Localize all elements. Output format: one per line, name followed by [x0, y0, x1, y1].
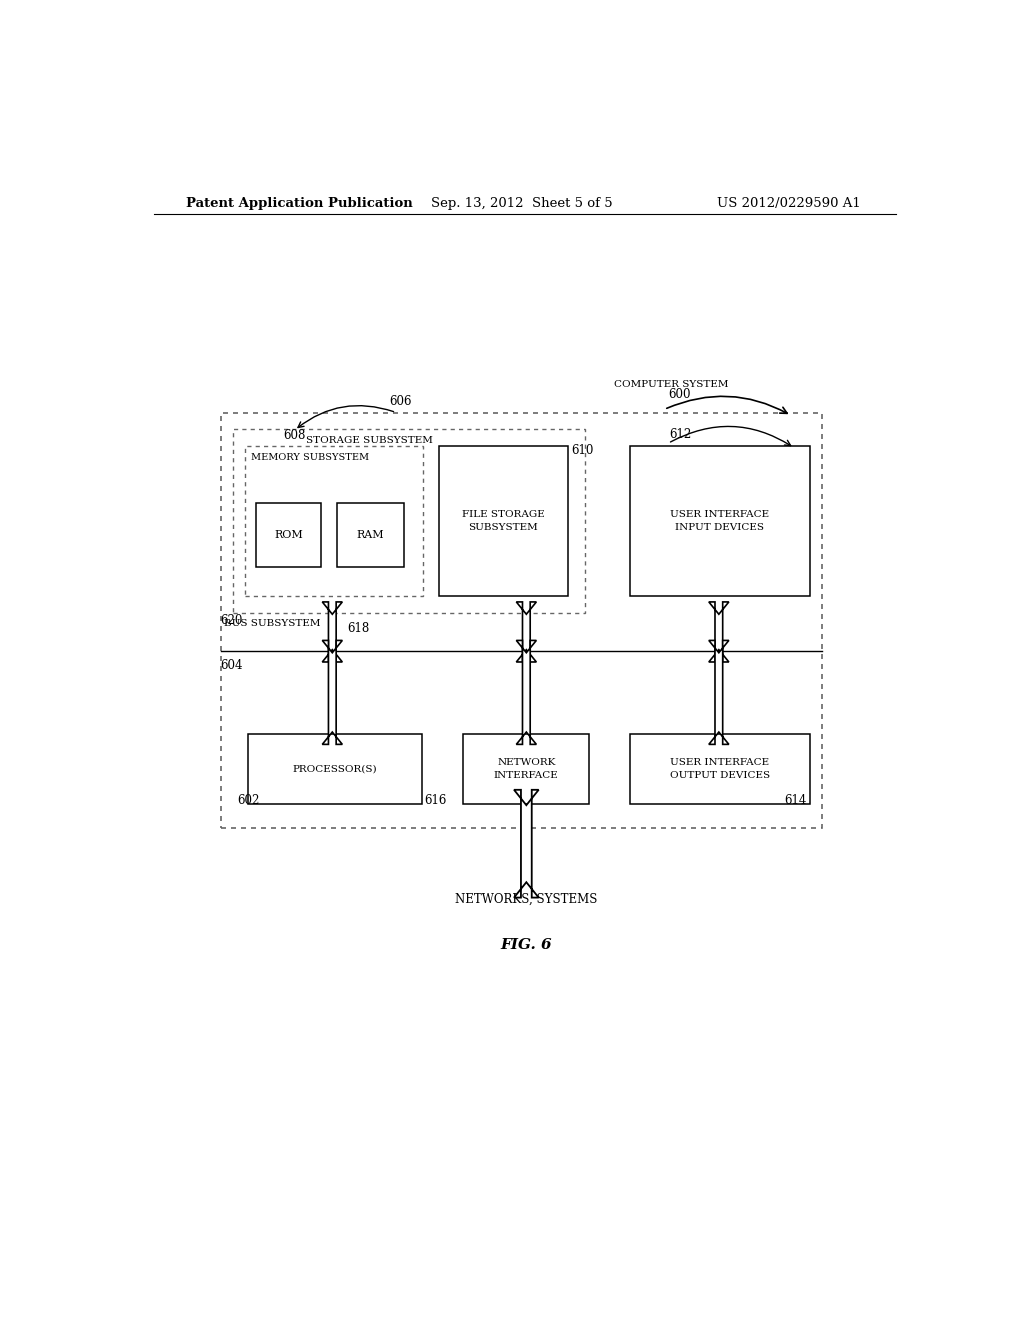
Polygon shape [514, 789, 539, 898]
Bar [630, 446, 810, 595]
Text: FILE STORAGE
SUBSYSTEM: FILE STORAGE SUBSYSTEM [462, 511, 545, 532]
Polygon shape [323, 640, 342, 744]
Text: US 2012/0229590 A1: US 2012/0229590 A1 [717, 197, 861, 210]
Text: 614: 614 [784, 795, 807, 807]
Bar [337, 503, 403, 566]
Text: 618: 618 [348, 622, 370, 635]
FancyArrowPatch shape [298, 405, 393, 428]
Text: 620: 620 [220, 614, 243, 627]
Text: USER INTERFACE
INPUT DEVICES: USER INTERFACE INPUT DEVICES [670, 511, 769, 532]
Text: 616: 616 [425, 795, 447, 807]
Polygon shape [709, 640, 729, 744]
Text: 608: 608 [284, 429, 306, 442]
Text: FIG. 6: FIG. 6 [501, 939, 552, 952]
Bar [245, 446, 423, 595]
Text: BUS SUBSYSTEM: BUS SUBSYSTEM [224, 619, 321, 628]
Text: PROCESSOR(S): PROCESSOR(S) [292, 764, 377, 774]
Bar [630, 734, 810, 804]
Polygon shape [709, 602, 729, 663]
Polygon shape [516, 602, 537, 663]
Text: NETWORK
INTERFACE: NETWORK INTERFACE [494, 758, 559, 780]
Polygon shape [323, 602, 342, 663]
Text: NETWORKS, SYSTEMS: NETWORKS, SYSTEMS [455, 892, 598, 906]
Text: 600: 600 [668, 388, 690, 400]
Bar [233, 429, 585, 612]
Polygon shape [516, 640, 537, 744]
Text: 602: 602 [237, 795, 259, 807]
Bar [463, 734, 590, 804]
Text: COMPUTER SYSTEM: COMPUTER SYSTEM [614, 380, 729, 389]
Bar [438, 446, 568, 595]
Text: Sep. 13, 2012  Sheet 5 of 5: Sep. 13, 2012 Sheet 5 of 5 [431, 197, 612, 210]
Text: RAM: RAM [356, 529, 384, 540]
Text: 612: 612 [670, 428, 692, 441]
Text: 604: 604 [220, 659, 243, 672]
Text: Patent Application Publication: Patent Application Publication [186, 197, 413, 210]
Text: 606: 606 [389, 395, 412, 408]
Text: 610: 610 [571, 445, 593, 458]
Text: USER INTERFACE
OUTPUT DEVICES: USER INTERFACE OUTPUT DEVICES [670, 758, 770, 780]
Text: MEMORY SUBSYSTEM: MEMORY SUBSYSTEM [251, 453, 369, 462]
Bar [256, 503, 321, 566]
Text: ROM: ROM [274, 529, 303, 540]
Bar [221, 413, 822, 829]
FancyArrowPatch shape [667, 396, 787, 413]
Bar [248, 734, 422, 804]
Text: STORAGE SUBSYSTEM: STORAGE SUBSYSTEM [306, 436, 433, 445]
FancyArrowPatch shape [671, 426, 791, 446]
